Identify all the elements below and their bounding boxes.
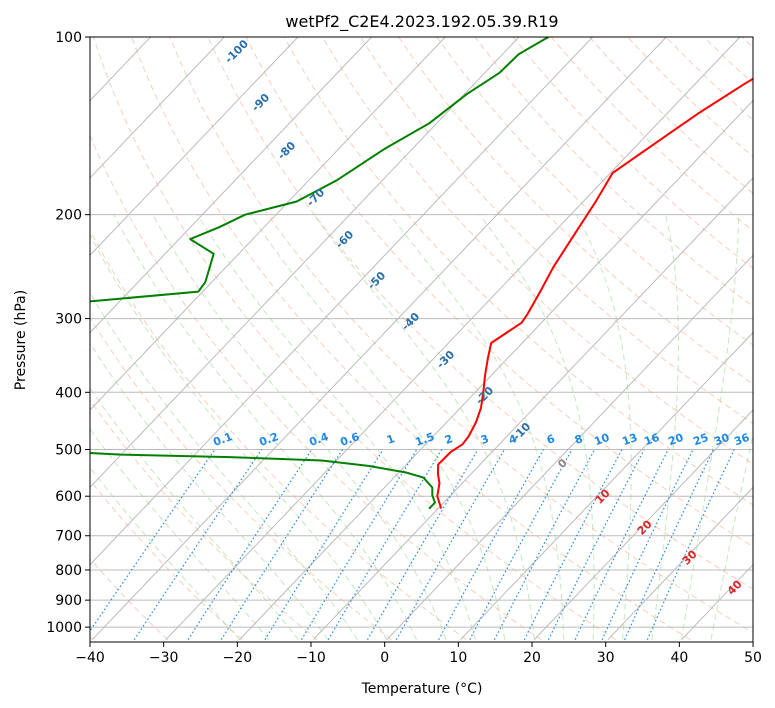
mixing-ratio-line bbox=[220, 449, 344, 641]
moist-adiabat bbox=[389, 214, 565, 640]
mixing-ratio-label: 10 bbox=[592, 431, 611, 449]
isotherm-line bbox=[312, 177, 753, 641]
moist-adiabat bbox=[197, 214, 476, 640]
y-ticks: 100 200 300 400 500 600 700 800 900 1000 bbox=[46, 30, 90, 636]
isotherm-line bbox=[239, 99, 753, 641]
isotherm-line bbox=[607, 486, 753, 641]
dry-adiabat bbox=[169, 37, 753, 634]
x-axis-title: Temperature (°C) bbox=[361, 681, 483, 697]
moist-adiabat bbox=[90, 233, 388, 640]
plot-frame bbox=[89, 36, 754, 643]
mixing-ratio-line bbox=[264, 449, 384, 641]
dry-adiabat bbox=[90, 134, 542, 641]
mixing-ratio-label: 25 bbox=[691, 431, 710, 448]
dry-adiabat bbox=[245, 37, 753, 548]
mixing-ratio-label: 20 bbox=[666, 431, 685, 449]
mixing-ratio-line bbox=[646, 449, 735, 640]
mixing-ratio-line bbox=[395, 449, 506, 640]
background-lines bbox=[90, 37, 753, 641]
mixing-ratio-label: 6 bbox=[545, 432, 557, 447]
x-tick-label: 0 bbox=[380, 650, 389, 666]
mixing-ratio-label: 3 bbox=[479, 432, 491, 447]
x-tick-label: 40 bbox=[670, 650, 688, 666]
mixing-ratio-line bbox=[90, 449, 216, 632]
y-tick-label: 400 bbox=[55, 385, 82, 401]
moist-adiabat bbox=[681, 214, 740, 640]
mixing-ratio-label: 4 bbox=[507, 432, 519, 447]
profiles bbox=[90, 37, 753, 510]
moist-adiabat bbox=[152, 214, 447, 640]
dewpoint-profile bbox=[90, 37, 549, 510]
mixing-ratio-label: 1.5 bbox=[413, 430, 436, 449]
isotherm-line bbox=[165, 37, 741, 641]
mixing-ratio-label: 0.2 bbox=[257, 430, 280, 449]
isotherm-line bbox=[460, 331, 753, 641]
x-ticks: −40 −30 −20 −10 0 10 20 30 40 50 bbox=[75, 642, 762, 666]
dry-adiabat bbox=[90, 399, 318, 641]
mixing-ratio-label: 1 bbox=[385, 432, 397, 447]
x-tick-label: 10 bbox=[449, 650, 467, 666]
y-tick-label: 500 bbox=[55, 442, 82, 458]
y-tick-label: 900 bbox=[55, 593, 82, 609]
isotherm-line bbox=[91, 37, 667, 641]
isotherm-line bbox=[90, 37, 372, 334]
isotherm-line bbox=[533, 409, 753, 641]
mixing-ratio-line bbox=[547, 449, 645, 640]
mixing-ratio-line bbox=[438, 449, 544, 640]
y-axis-title: Pressure (hPa) bbox=[13, 290, 29, 390]
mixing-ratio-line bbox=[133, 449, 263, 641]
y-tick-label: 100 bbox=[55, 30, 82, 46]
y-tick-label: 200 bbox=[55, 208, 82, 224]
mixing-ratio-line bbox=[187, 449, 313, 641]
moist-adiabat bbox=[90, 291, 358, 640]
y-tick-label: 700 bbox=[55, 529, 82, 545]
x-tick-label: −20 bbox=[223, 650, 253, 666]
moist-adiabat bbox=[90, 342, 329, 640]
mixing-ratio-line bbox=[523, 449, 623, 640]
mixing-ratio-label: 0.1 bbox=[211, 430, 234, 449]
mixing-ratio-label: 0.4 bbox=[307, 430, 330, 449]
isotherm-line bbox=[90, 37, 225, 179]
moist-adiabat bbox=[576, 214, 632, 640]
isotherm-line bbox=[90, 37, 520, 489]
dry-adiabat bbox=[92, 37, 616, 641]
dry-adiabat bbox=[321, 37, 753, 465]
moist-adiabat bbox=[710, 432, 753, 640]
mixing-ratio-label: 2 bbox=[443, 432, 455, 447]
chart-title: wetPf2_C2E4.2023.192.05.39.R19 bbox=[285, 12, 558, 32]
dry-adiabat bbox=[90, 229, 467, 641]
isotherm-line bbox=[386, 254, 753, 641]
x-tick-label: 20 bbox=[523, 650, 541, 666]
y-tick-label: 300 bbox=[55, 312, 82, 328]
y-tick-label: 800 bbox=[55, 563, 82, 579]
mixing-ratio-label: 13 bbox=[620, 431, 639, 448]
x-tick-label: −30 bbox=[149, 650, 179, 666]
x-tick-label: −10 bbox=[296, 650, 326, 666]
moist-adiabat bbox=[313, 214, 535, 640]
mixing-ratio-label: 8 bbox=[573, 432, 585, 447]
moist-adiabat bbox=[651, 214, 679, 640]
dry-adiabat bbox=[90, 316, 392, 641]
y-tick-label: 1000 bbox=[46, 620, 82, 636]
dry-adiabat bbox=[283, 37, 753, 506]
dry-adiabat bbox=[90, 479, 243, 641]
x-tick-label: 50 bbox=[744, 650, 762, 666]
moist-adiabat bbox=[113, 214, 417, 640]
moist-adiabat bbox=[90, 466, 240, 641]
dry-adiabat bbox=[207, 37, 753, 590]
mixing-ratio-label: 0.6 bbox=[338, 430, 361, 449]
mixing-ratio-label: 36 bbox=[732, 431, 751, 449]
y-tick-label: 600 bbox=[55, 489, 82, 505]
mixing-ratio-label: 30 bbox=[712, 431, 731, 449]
x-tick-label: −40 bbox=[75, 650, 105, 666]
isotherm-line bbox=[90, 37, 593, 566]
x-tick-label: 30 bbox=[597, 650, 615, 666]
isotherm-line bbox=[90, 37, 299, 257]
mixing-ratio-label: 16 bbox=[642, 431, 661, 449]
isotherm-line bbox=[90, 37, 446, 411]
temperature-profile bbox=[436, 77, 753, 509]
